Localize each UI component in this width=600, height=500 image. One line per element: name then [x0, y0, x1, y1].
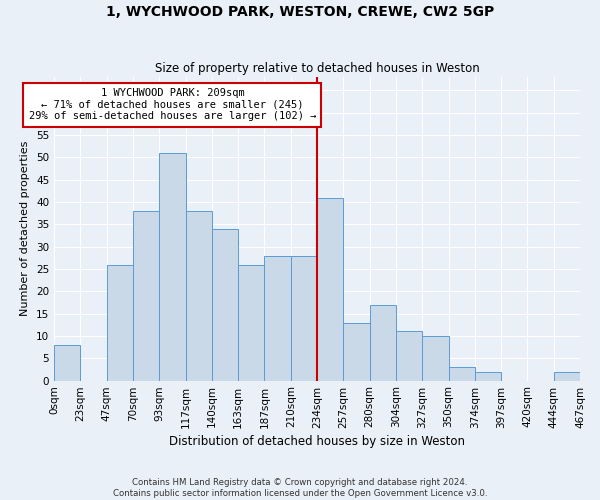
Bar	[554, 372, 580, 380]
Bar	[54, 345, 80, 380]
Bar	[133, 211, 159, 380]
X-axis label: Distribution of detached houses by size in Weston: Distribution of detached houses by size …	[169, 434, 465, 448]
Bar	[212, 229, 238, 380]
Title: Size of property relative to detached houses in Weston: Size of property relative to detached ho…	[155, 62, 479, 74]
Y-axis label: Number of detached properties: Number of detached properties	[20, 141, 31, 316]
Bar	[370, 304, 396, 380]
Bar	[291, 256, 317, 380]
Text: 1, WYCHWOOD PARK, WESTON, CREWE, CW2 5GP: 1, WYCHWOOD PARK, WESTON, CREWE, CW2 5GP	[106, 5, 494, 19]
Bar	[396, 332, 422, 380]
Bar	[343, 322, 370, 380]
Bar	[185, 211, 212, 380]
Bar	[160, 153, 185, 380]
Bar	[238, 264, 265, 380]
Text: Contains HM Land Registry data © Crown copyright and database right 2024.
Contai: Contains HM Land Registry data © Crown c…	[113, 478, 487, 498]
Bar	[107, 264, 133, 380]
Bar	[317, 198, 343, 380]
Text: 1 WYCHWOOD PARK: 209sqm
← 71% of detached houses are smaller (245)
29% of semi-d: 1 WYCHWOOD PARK: 209sqm ← 71% of detache…	[29, 88, 316, 122]
Bar	[422, 336, 449, 380]
Bar	[475, 372, 501, 380]
Bar	[449, 367, 475, 380]
Bar	[265, 256, 291, 380]
